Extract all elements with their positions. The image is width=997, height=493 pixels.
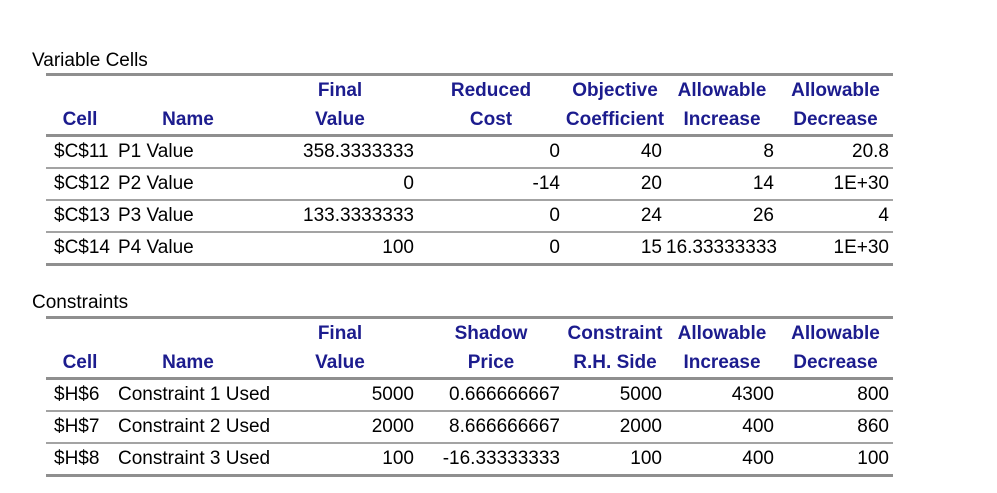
header-row-bottom: Cell Name Value Cost Coefficient Increas… [46, 105, 893, 136]
cell-ref: $H$8 [54, 448, 100, 469]
reduced-cost: 0 [549, 141, 560, 162]
cell-ref: $H$7 [54, 416, 100, 437]
variable-name: P2 Value [118, 173, 194, 194]
objective-coefficient: 24 [640, 205, 662, 226]
column-header [46, 75, 114, 106]
column-header: Shadow [454, 322, 528, 344]
variable-cells-body: $C$11 P1 Value 358.3333333 0 40 8 20.8 $… [46, 136, 893, 265]
allowable-decrease: 4 [878, 205, 889, 226]
column-header: Allowable [791, 79, 880, 101]
variable-name: P3 Value [118, 205, 194, 226]
allowable-increase: 4300 [731, 384, 774, 405]
column-header [46, 318, 114, 349]
constraint-rh-side: 2000 [619, 416, 662, 437]
table-row: $H$6 Constraint 1 Used 5000 0.666666667 … [46, 379, 893, 411]
allowable-increase: 400 [742, 416, 774, 437]
table-row: $C$11 P1 Value 358.3333333 0 40 8 20.8 [46, 136, 893, 168]
column-header: Coefficient [565, 108, 665, 130]
constraint-name: Constraint 2 Used [118, 416, 271, 437]
objective-coefficient: 20 [640, 173, 662, 194]
reduced-cost: 0 [549, 237, 560, 258]
allowable-decrease: 860 [857, 416, 889, 437]
column-header: Reduced [450, 79, 532, 101]
column-header: Allowable [791, 322, 880, 344]
allowable-increase: 26 [752, 205, 774, 226]
final-value: 358.3333333 [303, 141, 414, 162]
constraint-name: Constraint 1 Used [118, 384, 271, 405]
objective-coefficient: 40 [640, 141, 662, 162]
column-header: Price [467, 351, 515, 373]
header-row-top: Final Shadow Constraint Allowable Allowa… [46, 318, 893, 349]
constraints-header: Final Shadow Constraint Allowable Allowa… [46, 318, 893, 379]
variable-cells-header: Final Reduced Objective Allowable Allowa… [46, 75, 893, 136]
allowable-decrease: 1E+30 [833, 237, 889, 258]
reduced-cost: -14 [532, 173, 560, 194]
column-header: Cell [62, 351, 98, 373]
final-value: 100 [382, 237, 414, 258]
table-row: $C$12 P2 Value 0 -14 20 14 1E+30 [46, 168, 893, 200]
final-value: 133.3333333 [303, 205, 414, 226]
final-value: 0 [403, 173, 414, 194]
shadow-price: 0.666666667 [449, 384, 560, 405]
final-value: 100 [382, 448, 414, 469]
variable-name: P1 Value [118, 141, 194, 162]
table-row: $C$13 P3 Value 133.3333333 0 24 26 4 [46, 200, 893, 232]
variable-cells-table: Final Reduced Objective Allowable Allowa… [46, 73, 893, 266]
table-row: $H$7 Constraint 2 Used 2000 8.666666667 … [46, 411, 893, 443]
column-header: Final [317, 322, 363, 344]
column-header: Cell [62, 108, 98, 130]
constraints-section-title: Constraints [32, 292, 129, 313]
cell-ref: $H$6 [54, 384, 100, 405]
constraints-body: $H$6 Constraint 1 Used 5000 0.666666667 … [46, 379, 893, 476]
table-row: $H$8 Constraint 3 Used 100 -16.33333333 … [46, 443, 893, 476]
allowable-decrease: 100 [857, 448, 889, 469]
allowable-increase: 14 [752, 173, 774, 194]
column-header: Increase [683, 108, 761, 130]
allowable-decrease: 1E+30 [833, 173, 889, 194]
allowable-increase: 8 [763, 141, 774, 162]
column-header: Final [317, 79, 363, 101]
variable-cells-section-title: Variable Cells [32, 50, 148, 71]
constraint-rh-side: 100 [630, 448, 662, 469]
allowable-decrease: 800 [857, 384, 889, 405]
shadow-price: 8.666666667 [449, 416, 560, 437]
column-header: Value [315, 108, 365, 130]
constraint-name: Constraint 3 Used [118, 448, 271, 469]
variable-name: P4 Value [118, 237, 194, 258]
column-header: Objective [572, 79, 658, 101]
constraint-rh-side: 5000 [619, 384, 662, 405]
table-row: $C$14 P4 Value 100 0 15 16.33333333 1E+3… [46, 232, 893, 265]
allowable-increase: 400 [742, 448, 774, 469]
column-header: Cost [469, 108, 513, 130]
constraints-table: Final Shadow Constraint Allowable Allowa… [46, 316, 893, 477]
shadow-price: -16.33333333 [442, 448, 560, 469]
header-row-bottom: Cell Name Value Price R.H. Side Increase… [46, 348, 893, 379]
cell-ref: $C$13 [54, 205, 110, 226]
cell-ref: $C$11 [54, 141, 109, 162]
objective-coefficient: 15 [640, 237, 662, 258]
column-header: Value [315, 351, 365, 373]
column-header [114, 75, 262, 106]
cell-ref: $C$14 [54, 237, 110, 258]
header-row-top: Final Reduced Objective Allowable Allowa… [46, 75, 893, 106]
cell-ref: $C$12 [54, 173, 110, 194]
column-header: Decrease [793, 351, 878, 373]
reduced-cost: 0 [549, 205, 560, 226]
allowable-increase: 16.33333333 [666, 237, 777, 258]
final-value: 5000 [371, 384, 414, 405]
column-header: Name [162, 351, 214, 373]
allowable-decrease: 20.8 [852, 141, 889, 162]
column-header: R.H. Side [573, 351, 657, 373]
column-header [114, 318, 262, 349]
column-header: Increase [683, 351, 761, 373]
column-header: Decrease [793, 108, 878, 130]
column-header: Allowable [677, 79, 767, 101]
column-header: Allowable [677, 322, 767, 344]
column-header: Name [162, 108, 214, 130]
column-header: Constraint [567, 322, 663, 344]
final-value: 2000 [371, 416, 414, 437]
